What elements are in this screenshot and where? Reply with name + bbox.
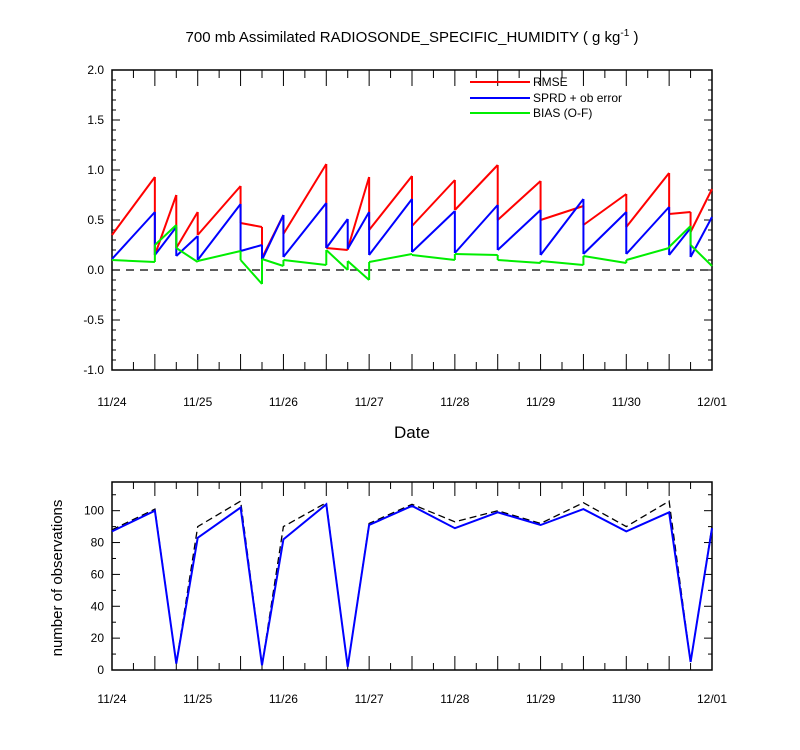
series-line-sprd-ob-error	[497, 209, 542, 251]
series-line-sprd-ob-error	[346, 211, 370, 250]
chart-title-suffix: )	[629, 29, 638, 46]
y-tick-label: 60	[91, 567, 105, 581]
series-line-bias-o-f	[261, 258, 284, 267]
series-line-bias-o-f	[347, 260, 370, 281]
y-tick-label: 0.5	[87, 213, 104, 227]
series-line-sprd-ob-error	[582, 211, 627, 255]
series-line-rmse	[582, 193, 627, 226]
series-line-bias-o-f	[325, 249, 349, 271]
series-line-rmse	[282, 163, 328, 235]
series-line-bias-o-f	[626, 247, 670, 261]
legend-label-bias: BIAS (O-F)	[533, 106, 592, 120]
series-line-bias-o-f	[411, 254, 456, 261]
legend: RMSE SPRD + ob error BIAS (O-F)	[470, 75, 622, 120]
x-tick-label: 12/01	[697, 692, 727, 706]
series-line-bias-o-f	[540, 260, 584, 266]
y-tick-label: 20	[91, 631, 105, 645]
rmse-spread-bias-plot: -1.0 -0.5 0.0 0.5 1.0 1.5 2.0 11/24 11/25 11/26 11…	[83, 63, 727, 409]
series-line-sprd-ob-error	[240, 244, 263, 252]
series-line-rmse	[175, 211, 199, 249]
y-tick-label: 0.0	[87, 263, 104, 277]
x-axis-title: Date	[394, 423, 430, 442]
series-line-bias-o-f	[239, 259, 263, 285]
y-tick-label: 1.0	[87, 163, 104, 177]
series-line-rmse	[454, 164, 499, 211]
series-line-bias-o-f	[454, 253, 498, 256]
y-tick-label: 100	[84, 504, 104, 518]
series-line-rmse	[669, 211, 691, 215]
series-line-bias-o-f	[283, 259, 327, 266]
x-tick-label: 11/30	[612, 692, 641, 706]
series-line-bias-o-f	[689, 244, 713, 267]
y-tick-label: -1.0	[83, 363, 104, 377]
y-tick-label: 1.5	[87, 113, 104, 127]
x-tick-label: 11/29	[526, 395, 555, 409]
series-line-rmse	[625, 172, 670, 228]
legend-label-rmse: RMSE	[533, 75, 568, 89]
series-line-sprd-ob-error	[454, 204, 499, 254]
series-line-sprd-ob-error	[625, 206, 670, 255]
series-line-rmse	[153, 194, 178, 256]
y-tick-label: 80	[91, 536, 105, 550]
series-line-bias-o-f	[497, 259, 541, 264]
x-tick-label: 12/01	[697, 395, 727, 409]
series-line-rmse	[497, 180, 542, 221]
series-line-bias-o-f	[197, 250, 241, 262]
series-line-bias-o-f	[154, 224, 177, 246]
series-line-rmse	[689, 188, 713, 233]
x-tick-label: 11/26	[269, 692, 298, 706]
y-tick-label: -0.5	[83, 313, 104, 327]
series-line-sprd-ob-error	[175, 235, 199, 257]
chart-title-superscript: -1	[620, 28, 629, 39]
series-line-sprd-ob-error	[154, 226, 178, 256]
series-line-bias-o-f	[583, 255, 627, 264]
x-tick-label: 11/27	[355, 692, 384, 706]
series-line-sprd-ob-error	[196, 203, 242, 261]
series-line-bias-o-f	[668, 225, 692, 248]
legend-label-sprd: SPRD + ob error	[533, 91, 622, 105]
series-line-sprd-ob-error	[261, 214, 285, 261]
y-tick-label: 0	[97, 663, 104, 677]
y-tick-label: 2.0	[87, 63, 104, 77]
series-line-rmse	[111, 176, 156, 236]
y-tick-label: 40	[91, 599, 105, 613]
x-tick-label: 11/24	[97, 395, 126, 409]
x-tick-label: 11/29	[526, 692, 555, 706]
series-line-bias-o-f	[111, 259, 155, 263]
series-line-sprd-ob-error	[325, 218, 349, 249]
series-line-sprd-ob-error	[282, 202, 328, 258]
plot-frame-observations	[111, 481, 713, 671]
series-line-rmse	[326, 247, 348, 251]
series-line-sprd-ob-error	[689, 216, 713, 258]
x-tick-label: 11/30	[612, 395, 641, 409]
chart-title: 700 mb Assimilated RADIOSONDE_SPECIFIC_H…	[186, 28, 639, 46]
x-tick-label: 11/28	[440, 692, 469, 706]
series-line-bias-o-f	[175, 247, 199, 263]
series-line-bias-o-f	[368, 253, 413, 263]
x-tick-label: 11/24	[97, 692, 126, 706]
x-tick-label: 11/25	[183, 395, 212, 409]
series-line-sprd-ob-error	[539, 198, 585, 256]
series-line-sprd-ob-error	[411, 210, 456, 253]
series-line-rmse	[240, 222, 263, 228]
x-tick-label: 11/28	[440, 395, 469, 409]
possible-observations-line	[111, 500, 713, 667]
series-line-rmse	[411, 179, 456, 227]
y-axis-title-observations: number of observations	[49, 500, 66, 657]
series-line-sprd-ob-error	[111, 211, 156, 260]
series-line-rmse	[368, 175, 413, 231]
chart-title-main: 700 mb Assimilated RADIOSONDE_SPECIFIC_H…	[186, 29, 621, 46]
x-tick-label: 11/26	[269, 395, 298, 409]
series-line-sprd-ob-error	[368, 198, 413, 256]
series-line-rmse	[346, 176, 371, 250]
series-line-sprd-ob-error	[668, 227, 692, 256]
assimilated-observations-line	[111, 502, 713, 667]
x-tick-label: 11/25	[183, 692, 212, 706]
observation-count-plot: 0 20 40 60 80 100 11/24 11/25 11/26 11/27 11/28 11/…	[84, 481, 727, 706]
series-line-rmse	[196, 185, 242, 236]
x-tick-label: 11/27	[355, 395, 384, 409]
